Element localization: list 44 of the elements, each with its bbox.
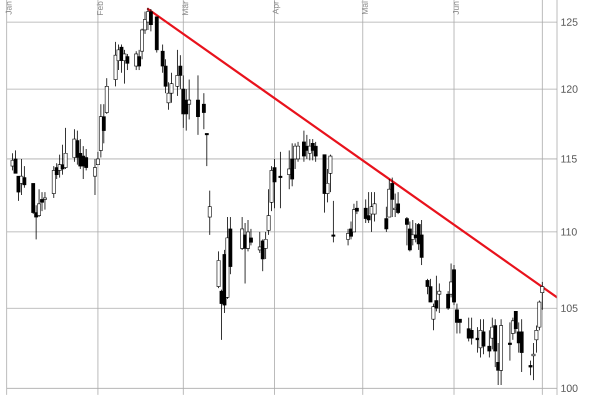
candlestick: [302, 130, 306, 162]
x-tick-label: Jun: [453, 2, 459, 15]
candlestick: [520, 318, 524, 372]
candlestick: [272, 158, 276, 209]
y-tick-label: 115: [561, 155, 577, 163]
candlestick: [52, 166, 56, 198]
candlestick: [196, 75, 200, 136]
y-tick-label: 110: [561, 228, 577, 236]
candlestick: [331, 200, 336, 243]
candlestick: [390, 177, 394, 218]
y-tick-label: 100: [561, 384, 578, 392]
candlestick: [249, 228, 253, 246]
candlestick: [148, 8, 153, 32]
candlestick: [428, 278, 432, 302]
candlestick: [202, 92, 206, 130]
candlestick: [122, 49, 126, 84]
x-tick-label: Mai: [362, 2, 368, 14]
y-tick-label: 125: [561, 18, 578, 26]
candlestick: [75, 130, 80, 166]
candlestick: [296, 141, 300, 162]
candlestick: [278, 151, 282, 209]
candlestick: [455, 303, 459, 334]
candlestick: [290, 142, 294, 187]
y-tick-label: 120: [561, 85, 578, 93]
x-tick-label: Apr: [272, 1, 280, 14]
x-tick-label: Mär: [182, 1, 188, 15]
candlestick: [532, 342, 536, 380]
candlestick: [175, 49, 180, 96]
candlestick: [508, 322, 512, 362]
candlestick: [204, 133, 209, 167]
candlestick: [396, 192, 400, 214]
y-tick-label: 105: [561, 304, 578, 312]
candlestick: [470, 317, 474, 345]
candlestick: [43, 192, 47, 210]
x-tick-label: Feb: [96, 1, 104, 16]
candlestick: [482, 318, 486, 355]
candlestick: [408, 221, 412, 252]
candlestick: [208, 190, 212, 236]
x-tick-label: Jan: [6, 2, 12, 15]
candlestick: [420, 220, 424, 266]
candlestick: [93, 158, 97, 196]
candlestick: [14, 150, 18, 174]
candlestick: [187, 79, 192, 120]
candlestick: [314, 141, 318, 162]
